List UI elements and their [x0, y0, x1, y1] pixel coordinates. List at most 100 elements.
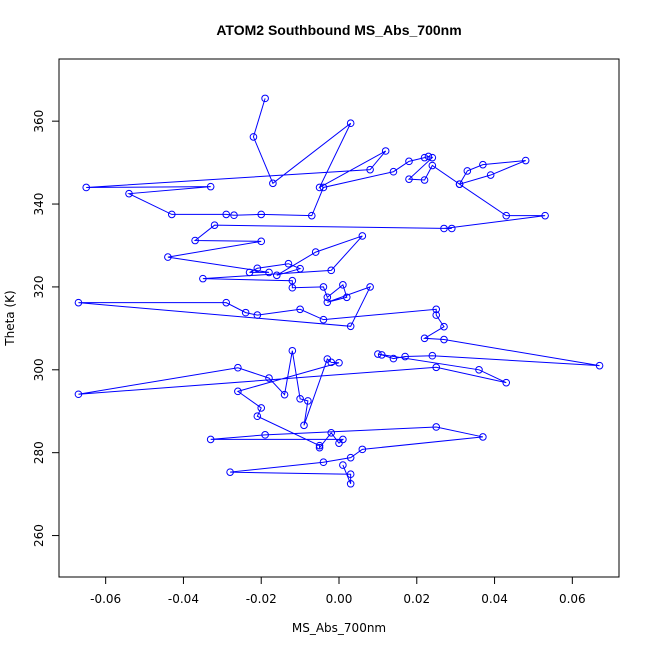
data-point: [230, 211, 238, 220]
y-axis-label: Theta (K): [3, 290, 17, 346]
data-point: [432, 305, 441, 314]
data-point: [288, 283, 297, 292]
x-tick-label: -0.02: [246, 592, 277, 606]
data-point: [125, 189, 133, 198]
data-point: [199, 274, 207, 283]
x-tick-label: 0.02: [403, 592, 430, 606]
data-point: [463, 167, 472, 175]
data-point: [420, 176, 429, 184]
data-point: [381, 147, 390, 155]
data-point: [210, 221, 219, 229]
data-point: [366, 283, 374, 291]
x-axis-label: MS_Abs_700nm: [292, 621, 386, 635]
data-point: [245, 268, 254, 277]
data-point: [440, 322, 448, 331]
data-point: [346, 453, 355, 462]
data-point: [234, 387, 242, 396]
data-point: [272, 271, 281, 280]
data-point: [327, 358, 336, 367]
y-tick-label: 260: [32, 524, 46, 547]
data-point: [377, 351, 386, 359]
data-point: [346, 479, 355, 488]
data-point: [486, 171, 495, 179]
data-point: [261, 431, 269, 439]
data-point: [389, 354, 398, 363]
data-point: [257, 404, 266, 412]
data-point: [358, 232, 367, 240]
data-point: [420, 334, 429, 343]
data-point: [253, 264, 262, 273]
data-point: [428, 351, 437, 360]
data-point: [315, 183, 324, 192]
data-point: [74, 390, 83, 399]
data-point: [315, 441, 324, 450]
data-point: [327, 266, 336, 275]
data-point: [249, 133, 258, 141]
data-point: [315, 443, 324, 452]
x-tick-label: 0.06: [559, 592, 586, 606]
data-point: [304, 397, 312, 405]
data-point: [327, 428, 336, 437]
data-point: [284, 259, 293, 268]
data-point: [74, 298, 83, 307]
data-point: [206, 182, 215, 191]
data-point: [358, 445, 367, 454]
data-point: [389, 167, 398, 176]
data-point: [265, 268, 273, 277]
data-point: [374, 350, 382, 358]
data-point: [366, 165, 374, 174]
data-point: [257, 210, 266, 219]
data-point: [191, 236, 199, 245]
data-point: [323, 293, 332, 302]
data-point: [288, 346, 297, 355]
data-point: [261, 94, 269, 103]
data-point: [432, 311, 441, 319]
data-point: [401, 352, 409, 361]
y-axis: 260 280 300 320 340 360: [32, 110, 59, 547]
data-point: [311, 248, 320, 256]
data-point: [339, 281, 347, 289]
data-point: [296, 395, 304, 403]
data-point: [405, 157, 413, 166]
data-point: [595, 361, 604, 370]
data-point: [479, 160, 487, 169]
data-point: [424, 152, 433, 161]
y-tick-label: 300: [32, 358, 46, 381]
data-point: [296, 305, 304, 314]
series-line: [78, 98, 600, 484]
data-point: [447, 224, 456, 233]
data-point: [339, 461, 347, 469]
x-tick-label: 0.04: [481, 592, 508, 606]
data-point: [323, 298, 332, 307]
data-point: [253, 311, 262, 319]
data-point: [432, 363, 441, 372]
data-point: [164, 253, 172, 261]
data-point: [432, 423, 441, 431]
data-point: [420, 153, 429, 162]
data-point: [296, 264, 304, 273]
data-point: [346, 322, 355, 331]
data-point: [479, 433, 487, 441]
data-point: [241, 308, 250, 317]
data-point: [342, 293, 351, 302]
data-point: [222, 210, 231, 219]
data-point: [82, 183, 91, 192]
y-tick-label: 340: [32, 193, 46, 216]
data-point: [346, 119, 355, 128]
data-point: [428, 153, 437, 162]
x-tick-label: -0.06: [90, 592, 121, 606]
data-point: [455, 180, 464, 188]
data-point: [346, 470, 355, 479]
data-point: [253, 412, 262, 421]
data-point: [428, 161, 437, 170]
data-point: [475, 366, 483, 374]
y-tick-label: 280: [32, 441, 46, 464]
data-point: [339, 435, 347, 444]
data-point: [541, 211, 549, 220]
data-point: [226, 468, 234, 476]
data-point: [440, 335, 448, 344]
data-point: [265, 374, 273, 382]
data-point: [521, 156, 530, 165]
